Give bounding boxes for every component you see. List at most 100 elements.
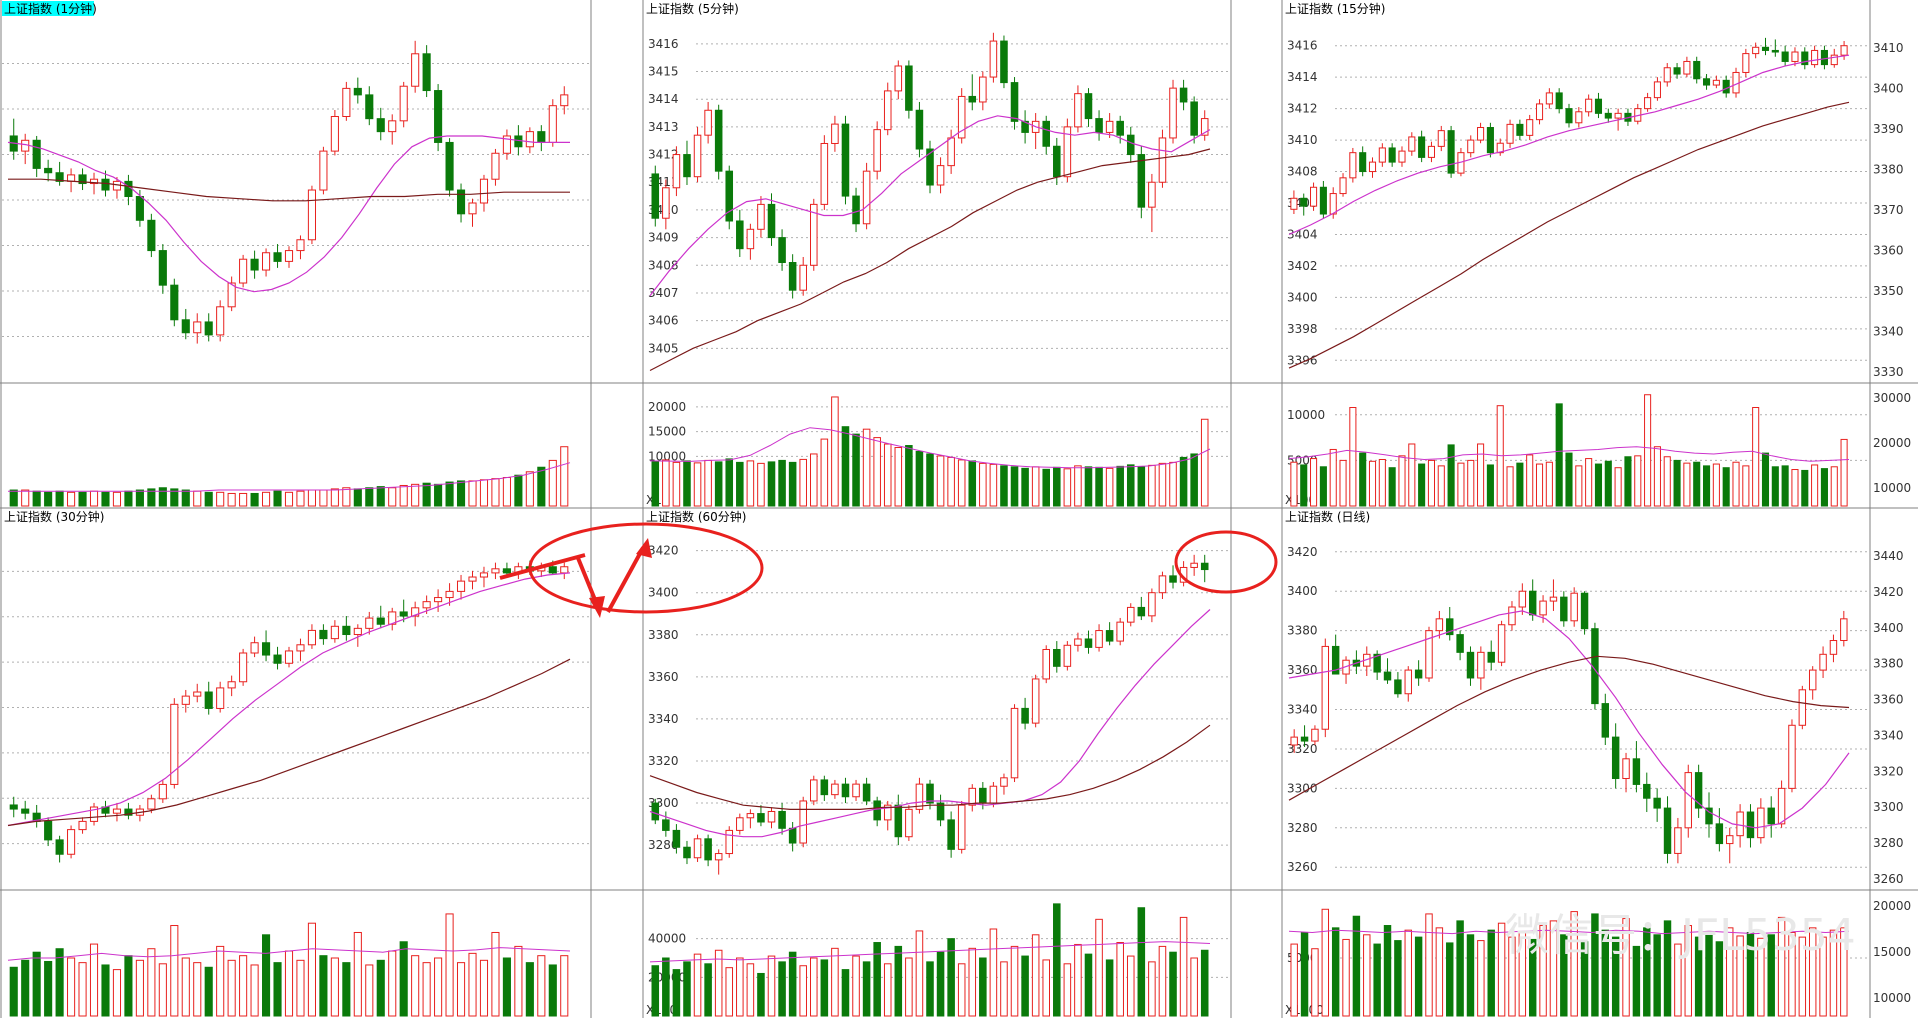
candle-body bbox=[862, 170, 871, 225]
volume-bar bbox=[239, 955, 248, 1017]
volume-bar bbox=[1042, 468, 1051, 507]
candle-body bbox=[1508, 606, 1516, 626]
candle-body bbox=[204, 321, 213, 336]
candle-body bbox=[1446, 618, 1454, 636]
candle-body bbox=[1467, 139, 1475, 154]
candle-body bbox=[1565, 108, 1573, 124]
candle-body bbox=[905, 65, 913, 111]
right-tick-label: 3400 bbox=[1873, 621, 1904, 635]
candle-body bbox=[101, 178, 110, 191]
candle-body bbox=[1359, 152, 1367, 173]
candle-body bbox=[1693, 60, 1701, 80]
y-tick-label: 3400 bbox=[1287, 584, 1318, 598]
candle-body bbox=[1339, 177, 1347, 195]
candle-body bbox=[767, 203, 776, 239]
candle-body bbox=[1190, 101, 1198, 136]
candle-body bbox=[725, 170, 734, 222]
candle-body bbox=[1137, 154, 1146, 208]
volume-bar bbox=[1771, 466, 1779, 507]
candle-body bbox=[239, 258, 248, 284]
y-tick-label: 3406 bbox=[648, 314, 679, 328]
volume-bar bbox=[89, 490, 99, 507]
volume-bar bbox=[1518, 931, 1527, 1017]
volume-bar bbox=[1200, 418, 1209, 507]
volume-bar bbox=[21, 489, 30, 507]
candle-body bbox=[1757, 807, 1765, 839]
volume-bar bbox=[1053, 466, 1061, 507]
candle-body bbox=[548, 105, 557, 143]
candle-body bbox=[21, 808, 30, 814]
volume-bar bbox=[894, 945, 903, 1017]
volume-bar bbox=[9, 966, 18, 1017]
candle-body bbox=[44, 167, 53, 174]
candle-body bbox=[55, 839, 64, 855]
candle-body bbox=[1539, 600, 1547, 616]
volume-bar bbox=[1715, 941, 1724, 1017]
volume-bar bbox=[989, 928, 998, 1017]
volume-bar bbox=[422, 482, 431, 507]
volume-bar bbox=[284, 950, 294, 1017]
volume-bar bbox=[1349, 407, 1357, 507]
volume-ma-line bbox=[8, 462, 571, 492]
candle-body bbox=[124, 808, 133, 816]
candle-body bbox=[1580, 592, 1589, 630]
candle-body bbox=[376, 118, 385, 133]
candle-body bbox=[1084, 93, 1093, 120]
volume-bar bbox=[227, 492, 236, 507]
candle-body bbox=[1819, 653, 1827, 671]
candle-body bbox=[968, 787, 977, 806]
candle-body bbox=[170, 703, 179, 785]
candle-body bbox=[560, 566, 569, 574]
candle-body bbox=[799, 800, 807, 844]
volume-bar bbox=[1732, 461, 1740, 507]
volume-bar bbox=[193, 962, 202, 1017]
volume-bar bbox=[736, 461, 744, 507]
volume-bar bbox=[979, 462, 987, 507]
candle-body bbox=[757, 813, 765, 823]
candle-body bbox=[1179, 87, 1188, 103]
volume-bar bbox=[1010, 945, 1019, 1017]
right-tick-label: 3340 bbox=[1873, 325, 1904, 339]
candle-body bbox=[1105, 630, 1114, 642]
candle-body bbox=[1752, 46, 1760, 55]
volume-bar bbox=[525, 471, 534, 507]
volume-bar bbox=[1663, 456, 1671, 507]
volume-bar bbox=[1169, 951, 1177, 1017]
candle-body bbox=[852, 783, 860, 798]
right-tick-label: 3340 bbox=[1873, 728, 1904, 742]
candle-body bbox=[1673, 67, 1681, 75]
candle-body bbox=[537, 131, 546, 143]
candle-body bbox=[1190, 562, 1198, 568]
candle-body bbox=[1801, 51, 1809, 66]
volume-bar bbox=[548, 964, 557, 1017]
volume-bar bbox=[158, 963, 167, 1017]
volume-bar bbox=[693, 462, 702, 507]
volume-bar bbox=[537, 955, 546, 1017]
volume-bar bbox=[1702, 465, 1711, 507]
candle-body bbox=[1526, 119, 1534, 136]
volume-bar bbox=[1084, 466, 1093, 507]
volume-bar bbox=[1508, 936, 1516, 1017]
chart-title: 上证指数 (15分钟) bbox=[1285, 1, 1385, 16]
volume-bar bbox=[1398, 455, 1406, 507]
volume-bar bbox=[746, 460, 755, 507]
panel-1: 3405340634073408340934103411341234133414… bbox=[646, 1, 1230, 507]
candle-body bbox=[883, 90, 892, 131]
volume-bar bbox=[1447, 444, 1455, 507]
annotation-layer bbox=[499, 522, 1278, 618]
candle-body bbox=[926, 783, 934, 804]
candle-body bbox=[1771, 49, 1779, 53]
volume-bar bbox=[1555, 403, 1563, 507]
candle-body bbox=[525, 131, 534, 148]
volume-bar bbox=[1580, 941, 1589, 1017]
volume-bar bbox=[1290, 943, 1298, 1017]
annotation-ellipse-60min-top bbox=[1174, 530, 1278, 594]
ma-short-line bbox=[7, 572, 571, 827]
candle-body bbox=[1830, 54, 1838, 66]
volume-bar bbox=[330, 957, 339, 1017]
candle-body bbox=[193, 691, 202, 697]
vol-tick-label: 40000 bbox=[648, 932, 686, 946]
candle-body bbox=[250, 642, 259, 654]
volume-bar bbox=[1084, 953, 1093, 1017]
